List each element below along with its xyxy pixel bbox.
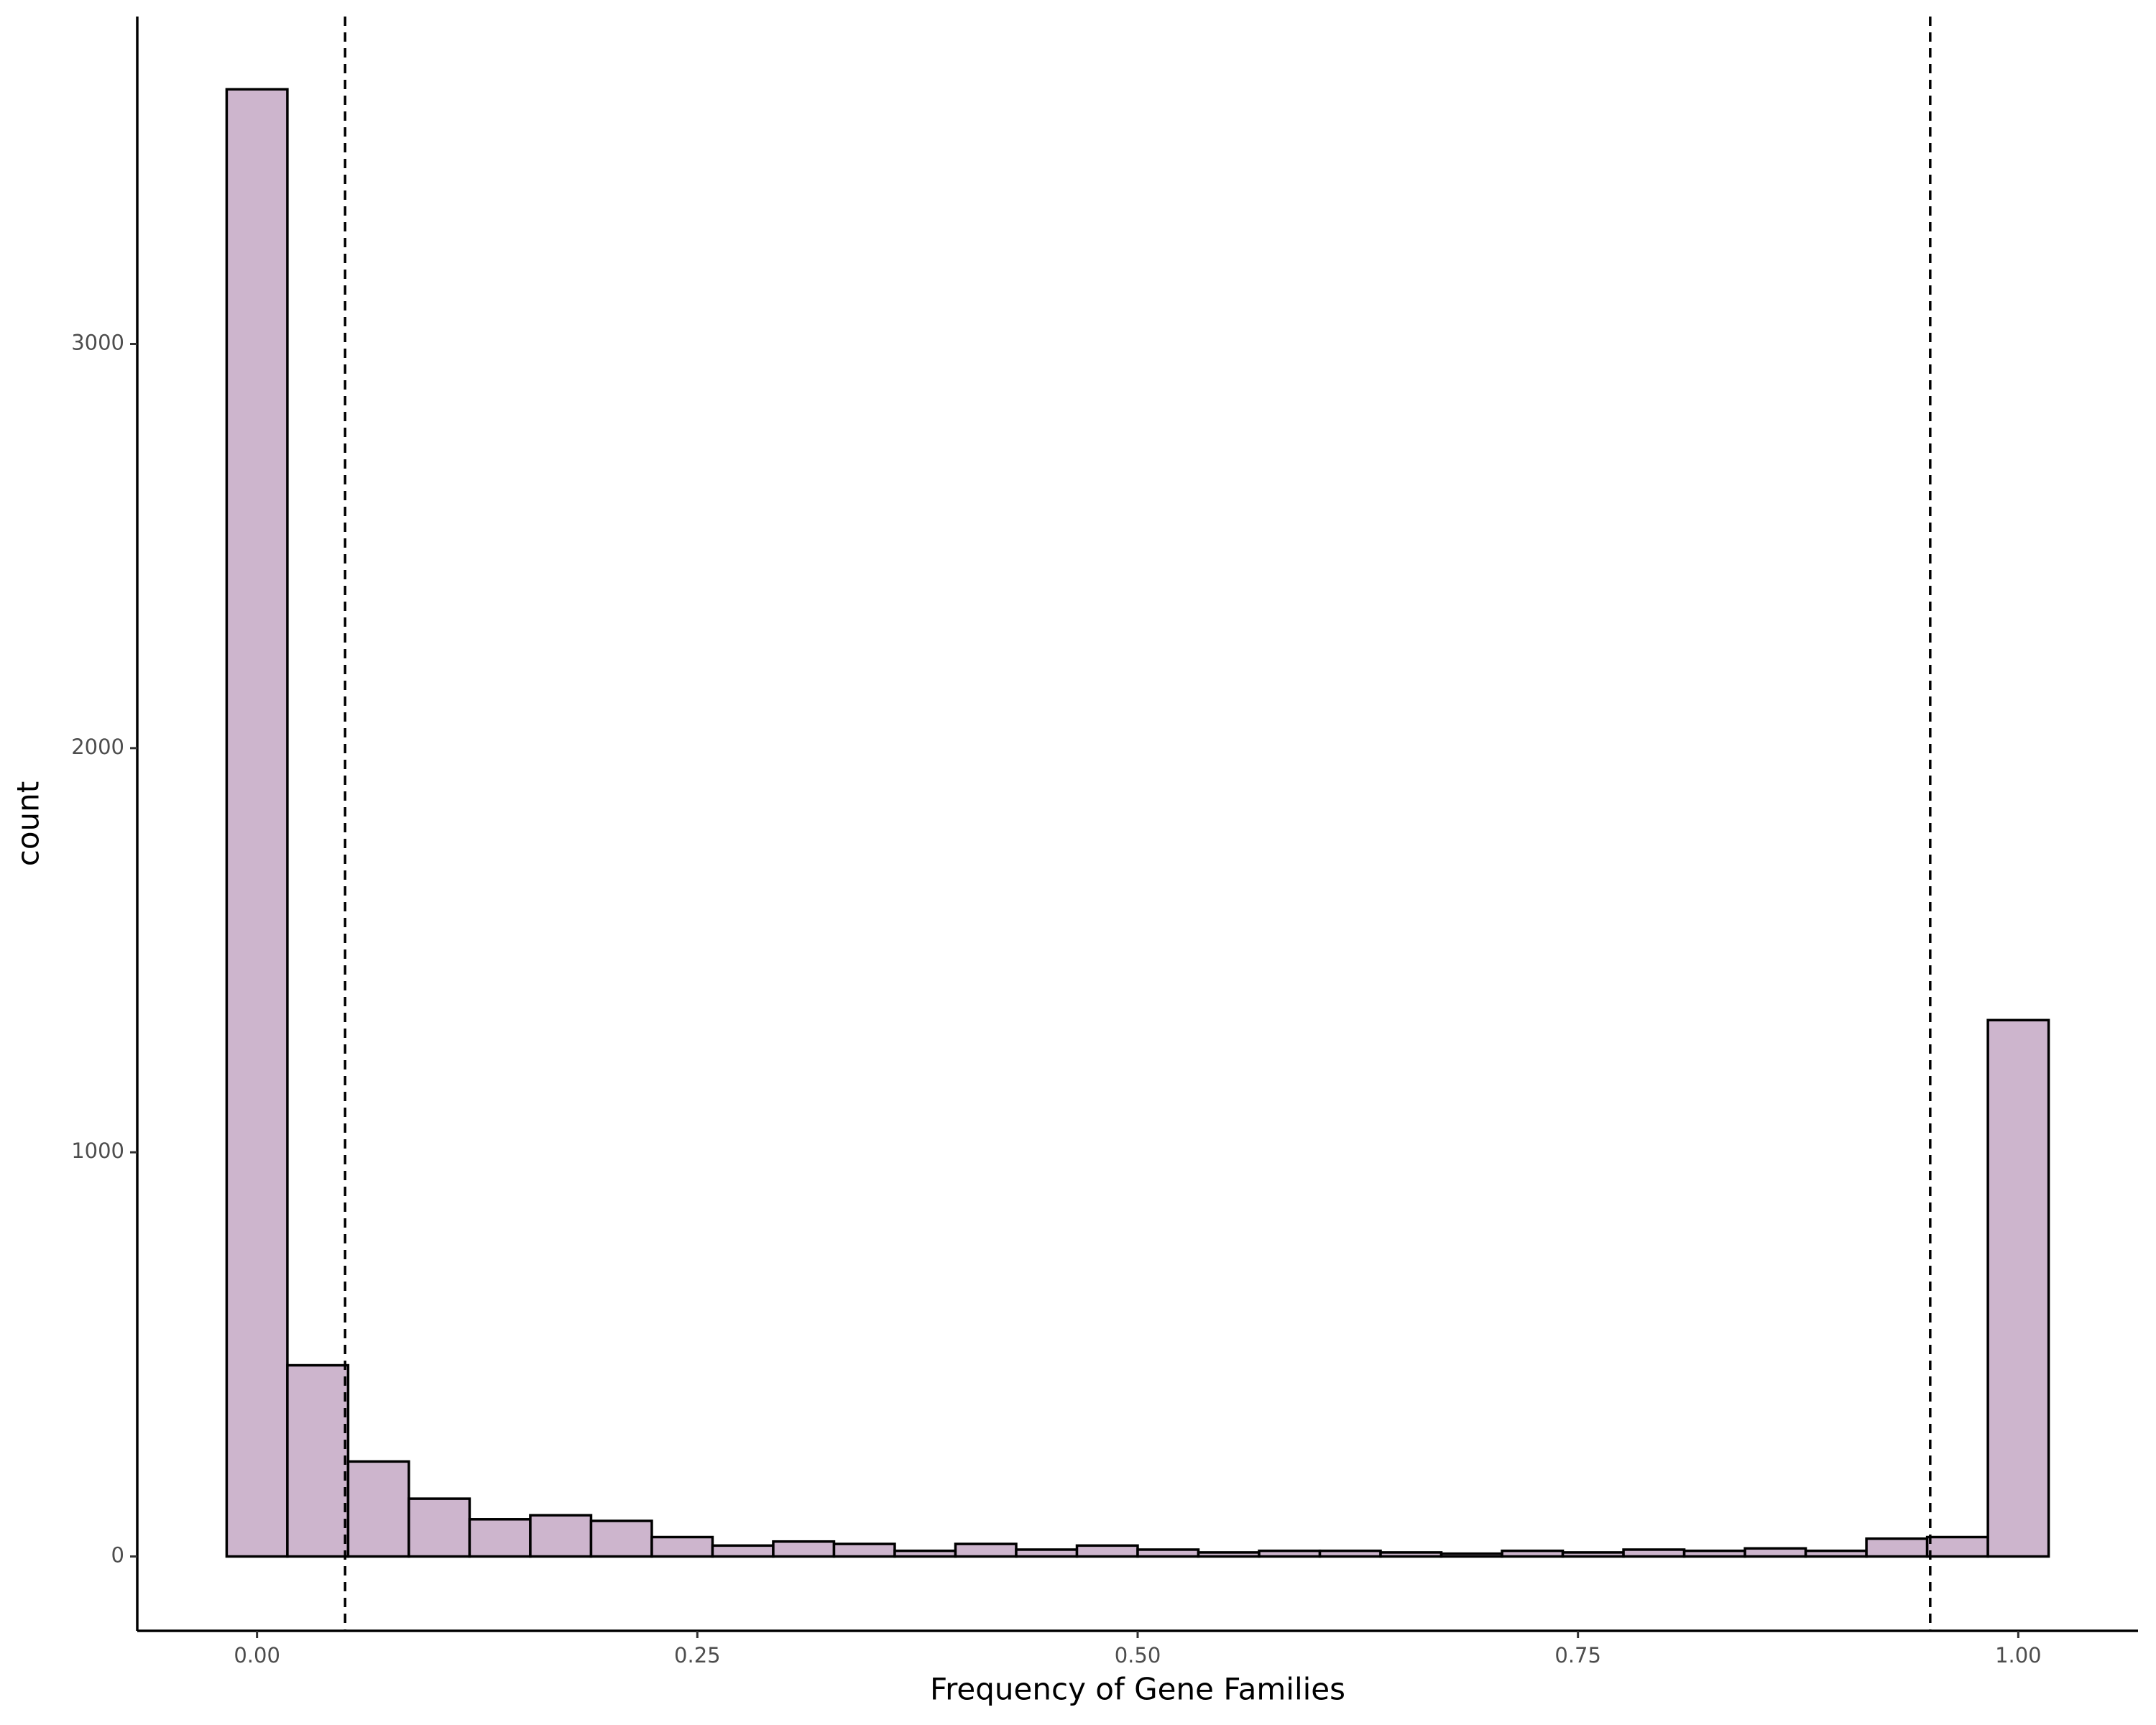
bar <box>1743 1547 1807 1558</box>
x-axis-title: Frequency of Gene Families <box>930 1672 1345 1707</box>
bar <box>1986 1018 2050 1558</box>
bar <box>1379 1551 1443 1558</box>
x-tick-label: 1.00 <box>1995 1643 2042 1668</box>
y-tick-label: 2000 <box>71 735 124 759</box>
bar <box>1015 1548 1079 1558</box>
bar <box>954 1542 1018 1558</box>
y-axis-title: count <box>11 781 46 867</box>
bar <box>225 88 289 1558</box>
bar <box>286 1363 350 1558</box>
bar <box>1136 1548 1200 1558</box>
x-tick-label: 0.25 <box>674 1643 721 1668</box>
bar <box>1258 1549 1322 1558</box>
bar <box>1804 1549 1868 1558</box>
bar <box>1622 1548 1686 1558</box>
bar <box>468 1518 532 1558</box>
bar <box>1865 1537 1929 1558</box>
y-tick-label: 1000 <box>71 1138 124 1163</box>
bar <box>589 1519 653 1558</box>
bar <box>1682 1549 1746 1558</box>
bar <box>1075 1544 1139 1558</box>
x-tick-label: 0.50 <box>1115 1643 1161 1668</box>
bar <box>711 1544 775 1558</box>
y-tick-label: 3000 <box>71 330 124 354</box>
bar <box>407 1497 471 1558</box>
bar <box>650 1535 714 1558</box>
bar <box>1439 1552 1503 1558</box>
bar <box>1197 1551 1261 1558</box>
y-tick-label: 0 <box>111 1543 124 1568</box>
bar <box>1318 1549 1382 1558</box>
bar <box>832 1542 896 1558</box>
x-tick-label: 0.75 <box>1554 1643 1601 1668</box>
bar <box>346 1460 410 1558</box>
bar <box>772 1540 836 1558</box>
bar <box>1561 1551 1625 1558</box>
bar <box>1925 1535 1989 1558</box>
x-tick-label: 0.00 <box>234 1643 280 1668</box>
bar <box>1501 1549 1565 1558</box>
bar <box>529 1514 593 1558</box>
bar <box>893 1549 957 1558</box>
